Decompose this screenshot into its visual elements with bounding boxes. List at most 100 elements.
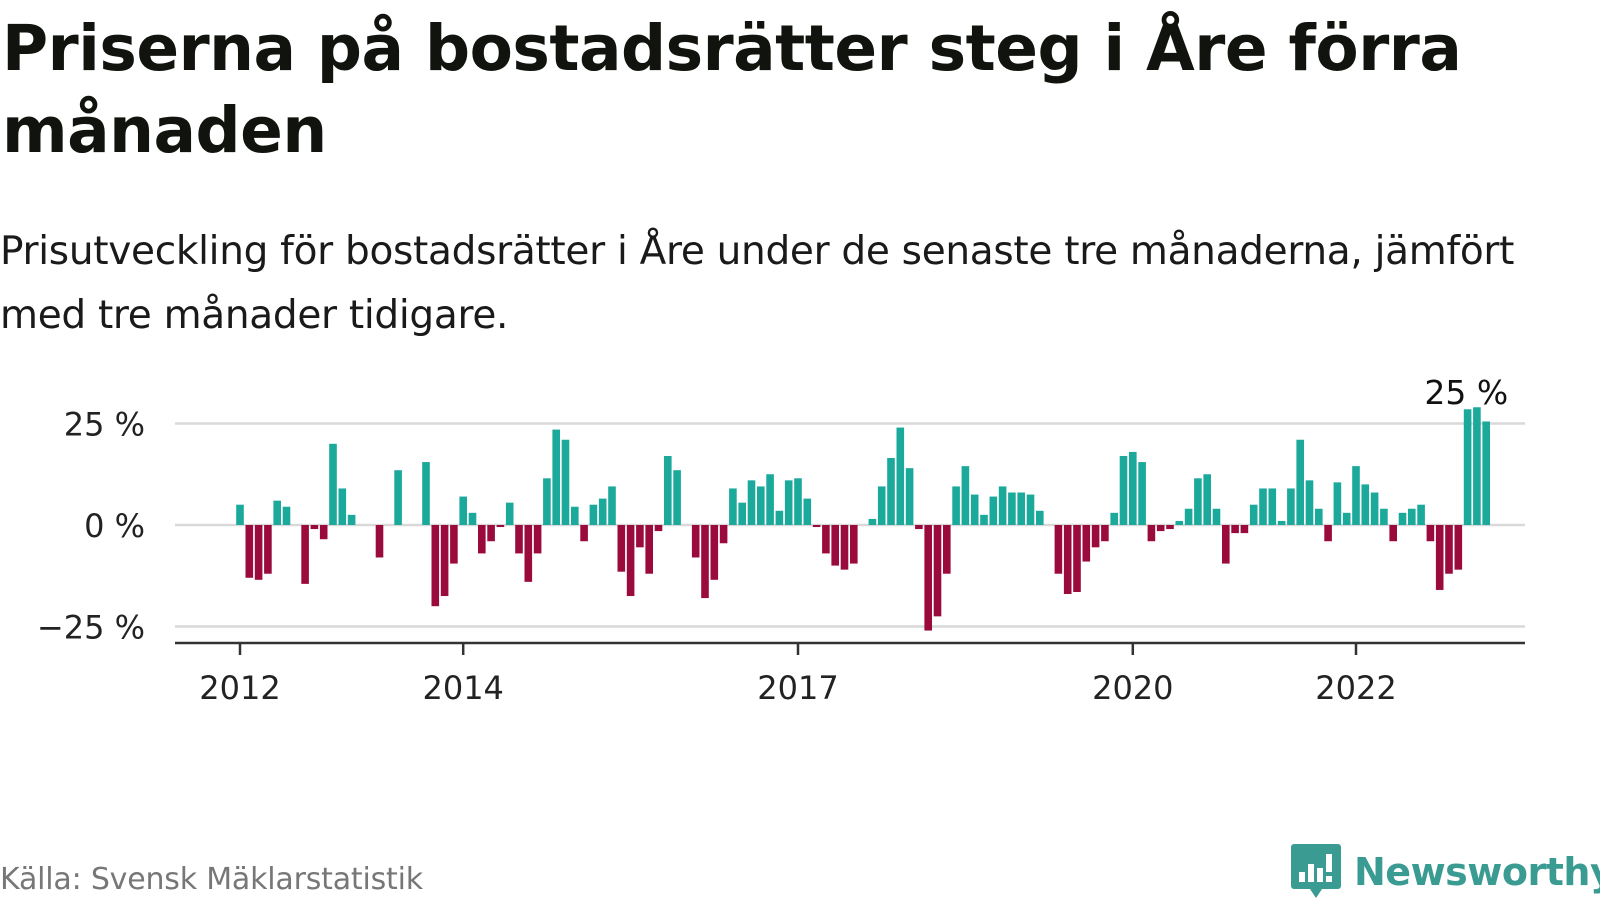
bar-positive — [1287, 488, 1295, 525]
bar-positive — [1184, 508, 1193, 525]
bar-negative — [831, 525, 839, 566]
brand-name: Newsworthy — [1354, 850, 1600, 894]
y-tick-label: −25 % — [37, 609, 145, 647]
x-tick-label: 2020 — [1092, 669, 1173, 707]
bar-positive — [757, 486, 765, 525]
bar-negative — [1063, 525, 1072, 595]
bar-negative — [1054, 525, 1063, 574]
bar-positive — [998, 486, 1007, 525]
bar-negative — [431, 525, 440, 607]
bar-negative — [719, 525, 728, 544]
bar-positive — [505, 502, 514, 525]
bar-positive — [236, 504, 244, 525]
bar-negative — [450, 525, 458, 564]
bar-negative — [524, 525, 533, 582]
bar-positive — [1036, 510, 1044, 525]
bar-positive — [1110, 512, 1118, 525]
bar-negative — [254, 525, 263, 580]
bar-negative — [701, 525, 709, 599]
bar-positive — [543, 478, 551, 525]
x-tick-label: 2012 — [199, 669, 280, 707]
bar-positive — [784, 480, 793, 525]
bar-positive — [877, 486, 886, 525]
bar-positive — [747, 480, 756, 525]
bar-positive — [887, 458, 895, 525]
bar-negative — [645, 525, 653, 574]
bar-negative — [515, 525, 523, 554]
bar-negative — [924, 525, 932, 631]
bar-positive — [673, 470, 681, 525]
bar-positive — [738, 502, 746, 525]
bar-positive — [729, 488, 737, 525]
bar-positive — [1398, 512, 1407, 525]
bar-positive — [1194, 478, 1202, 525]
bar-positive — [1408, 508, 1416, 525]
bar-positive — [347, 514, 356, 525]
bar-positive — [589, 504, 598, 525]
bar-negative — [1101, 525, 1109, 542]
bar-negative — [1147, 525, 1156, 542]
bar-positive — [1333, 482, 1342, 525]
x-tick-label: 2014 — [422, 669, 503, 707]
bar-positive — [273, 500, 281, 525]
bar-negative — [1445, 525, 1453, 574]
bar-negative — [245, 525, 254, 578]
source-label: Källa: Svensk Mäklarstatistik — [0, 862, 423, 897]
bar-positive — [459, 496, 467, 525]
bar-negative — [478, 525, 486, 554]
bar-negative — [310, 525, 319, 530]
bars — [236, 407, 1490, 631]
bar-positive — [980, 514, 988, 525]
bar-positive — [338, 488, 347, 525]
bar-negative — [1435, 525, 1444, 590]
bar-positive — [1473, 407, 1481, 525]
bar-negative — [1324, 525, 1332, 542]
bar-positive — [794, 478, 802, 525]
bar-positive — [468, 512, 477, 525]
bar-negative — [626, 525, 635, 597]
bar-positive — [1175, 520, 1184, 525]
x-tick-label: 2017 — [757, 669, 838, 707]
bar-positive — [970, 494, 979, 525]
bar-negative — [1426, 525, 1435, 542]
bar-negative — [850, 525, 858, 564]
bar-positive — [1482, 421, 1490, 525]
bar-positive — [1463, 409, 1472, 525]
bar-negative — [1166, 525, 1174, 530]
bar-positive — [1212, 508, 1221, 525]
bar-negative — [812, 525, 821, 528]
bar-negative — [710, 525, 719, 580]
bar-negative — [440, 525, 449, 597]
bar-negative — [636, 525, 644, 548]
bar-positive — [1203, 474, 1211, 525]
bar-positive — [552, 429, 560, 525]
bar-positive — [1119, 455, 1128, 525]
bar-positive — [905, 468, 914, 525]
y-tick-label: 0 % — [84, 507, 145, 545]
bar-positive — [1249, 504, 1258, 525]
bar-negative — [1231, 525, 1239, 534]
bar-negative — [533, 525, 542, 554]
annotations: 25 % — [1424, 373, 1508, 412]
bar-positive — [598, 498, 607, 525]
bar-positive — [952, 486, 960, 525]
bar-positive — [329, 443, 337, 525]
bar-negative — [1091, 525, 1100, 548]
bar-negative — [1156, 525, 1165, 532]
chart-title: Priserna på bostadsrätter steg i Åre för… — [2, 12, 1462, 167]
bar-positive — [1008, 492, 1016, 525]
bar-positive — [394, 470, 402, 525]
bar-positive — [1277, 520, 1286, 525]
bar-negative — [822, 525, 830, 554]
bar-negative — [933, 525, 942, 617]
bar-negative — [915, 525, 923, 530]
last-value-label: 25 % — [1424, 373, 1508, 412]
bar-negative — [580, 525, 588, 542]
bar-negative — [691, 525, 700, 558]
bar-positive — [766, 474, 774, 525]
bar-positive — [1315, 508, 1323, 525]
bar-negative — [1240, 525, 1249, 534]
bar-positive — [1017, 492, 1025, 525]
bar-chart: 25 % 0 % −25 % 2012 2014 2017 2020 2022 25 % — [37, 373, 1525, 707]
bar-negative — [319, 525, 328, 540]
